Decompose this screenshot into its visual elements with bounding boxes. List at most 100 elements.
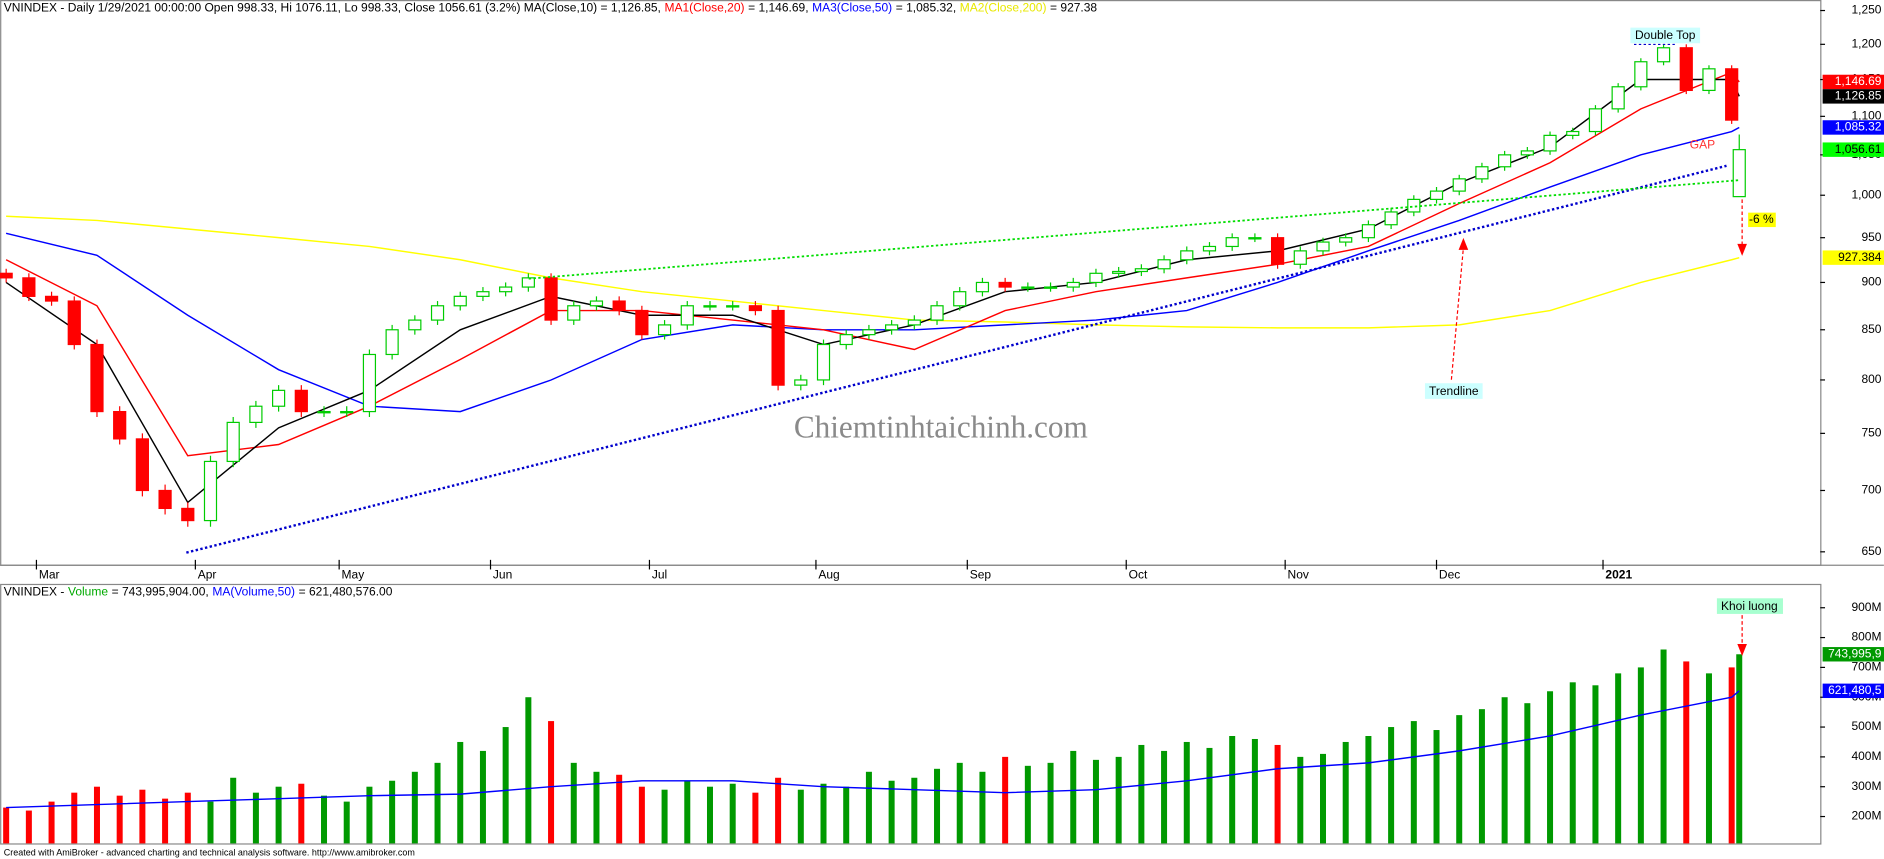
- y-tick-label: 300M: [1851, 779, 1881, 793]
- volume-bar: [1660, 649, 1667, 844]
- volume-bar: [1047, 762, 1054, 844]
- volume-bar: [1115, 756, 1122, 844]
- ma-line: [6, 690, 1740, 809]
- candle-body: [703, 305, 717, 308]
- volume-bar: [934, 768, 941, 844]
- candle-body: [44, 295, 59, 302]
- candle-body: [907, 319, 921, 326]
- annotation-box: [1716, 598, 1783, 614]
- candle-body: [430, 305, 445, 321]
- candle-body: [1180, 250, 1194, 261]
- volume-bar: [638, 786, 645, 844]
- volume-bar: [525, 697, 532, 844]
- y-tick-label: 700: [1861, 483, 1881, 497]
- volume-bar: [1705, 673, 1712, 844]
- y-tick-label: 750: [1861, 426, 1881, 440]
- candle-body: [975, 281, 990, 293]
- candle-body: [1043, 286, 1058, 289]
- volume-bar: [979, 771, 986, 844]
- volume-bar: [1388, 727, 1395, 844]
- x-tick-label: May: [342, 568, 365, 582]
- candle-body: [1475, 166, 1489, 180]
- x-tick-label: Nov: [1288, 568, 1309, 582]
- volume-bar: [752, 792, 759, 844]
- volume-bar: [343, 801, 350, 844]
- value-label-box: [1822, 120, 1884, 135]
- volume-bar: [684, 780, 691, 844]
- candle-body: [1452, 178, 1466, 192]
- y-tick-label: 1,250: [1851, 3, 1881, 17]
- title-segment: = 1,085.32,: [896, 1, 956, 15]
- volume-bar: [843, 786, 850, 844]
- candle-body: [1339, 237, 1353, 243]
- volume-bar: [1456, 715, 1463, 844]
- trendline: [186, 164, 1727, 554]
- ma-line: [5, 126, 1740, 413]
- volume-bar: [1592, 685, 1599, 844]
- volume-bar: [1547, 691, 1554, 844]
- candle-body: [794, 379, 808, 386]
- y-tick-label: 1,000: [1851, 187, 1881, 201]
- candle-body: [657, 324, 672, 336]
- volume-bar: [298, 783, 305, 844]
- volume-bar: [1569, 682, 1576, 844]
- candle-body: [249, 405, 263, 424]
- value-label: 1,126.85: [1835, 89, 1882, 103]
- pane-bar: VNINDEX - Volume = 743,995,904.00, MA(Volum…: [3, 584, 1884, 844]
- volume-bar: [1070, 750, 1077, 844]
- y-tick-label: 700M: [1851, 660, 1881, 674]
- y-tick-label: 900M: [1851, 600, 1881, 614]
- volume-bar: [570, 762, 577, 844]
- title-segment: = 621,480,576.00: [299, 584, 393, 598]
- candle-body: [1702, 68, 1716, 92]
- candle-body: [158, 489, 172, 510]
- value-label: 927.384: [1838, 250, 1882, 264]
- annotations: Double Top GAP -6 % Trendline Khoi luong: [186, 27, 1783, 656]
- volume-bar: [230, 777, 237, 844]
- volume-bar: [25, 810, 32, 844]
- y-tick-label: 400M: [1851, 749, 1881, 763]
- y-tick-label: 850: [1861, 322, 1881, 336]
- candle-body: [22, 277, 36, 297]
- annotation: GAP: [1690, 138, 1715, 152]
- volume-bar: [1319, 753, 1327, 844]
- title-segment: VNINDEX -: [4, 584, 65, 598]
- y-tick-label: 900: [1861, 275, 1881, 289]
- candle-body: [1407, 198, 1421, 213]
- volume-bar: [275, 786, 282, 844]
- volume-bar: [162, 798, 169, 844]
- y-tick-label: 800M: [1851, 630, 1881, 644]
- candle-body: [1634, 61, 1648, 88]
- volume-bar: [1342, 741, 1349, 844]
- x-tick-label: Aug: [818, 568, 839, 582]
- candle-body: [748, 305, 763, 312]
- volume-bar: [1002, 756, 1009, 844]
- volume-bar: [116, 795, 123, 844]
- candle-body: [1066, 281, 1080, 288]
- volume-bar: [457, 741, 464, 844]
- value-label: 1,085.32: [1835, 120, 1882, 134]
- volume-bar: [888, 780, 895, 844]
- volume-bar: [775, 777, 782, 844]
- volume-bar: [911, 777, 918, 844]
- arrow-head: [1458, 237, 1469, 250]
- candle-body: [1611, 86, 1625, 110]
- candle-body: [839, 334, 853, 346]
- arrow-head: [1737, 243, 1747, 256]
- volume-bar: [820, 783, 827, 844]
- candle-body: [862, 329, 876, 336]
- candle-body: [1248, 237, 1262, 240]
- arrow-head: [1737, 643, 1747, 656]
- y-tick-label: 800: [1861, 372, 1881, 386]
- y-tick-label: 650: [1861, 544, 1881, 558]
- series-lines: [6, 690, 1740, 809]
- volume-bar: [1615, 673, 1622, 844]
- value-label-box: [1822, 250, 1884, 265]
- title-segment: = 927.38: [1050, 1, 1097, 15]
- candle-body: [203, 460, 218, 522]
- ma-line: [5, 71, 1740, 457]
- volume-bar: [48, 801, 55, 844]
- x-tick-label: Apr: [198, 568, 217, 582]
- volume-bar: [71, 792, 78, 844]
